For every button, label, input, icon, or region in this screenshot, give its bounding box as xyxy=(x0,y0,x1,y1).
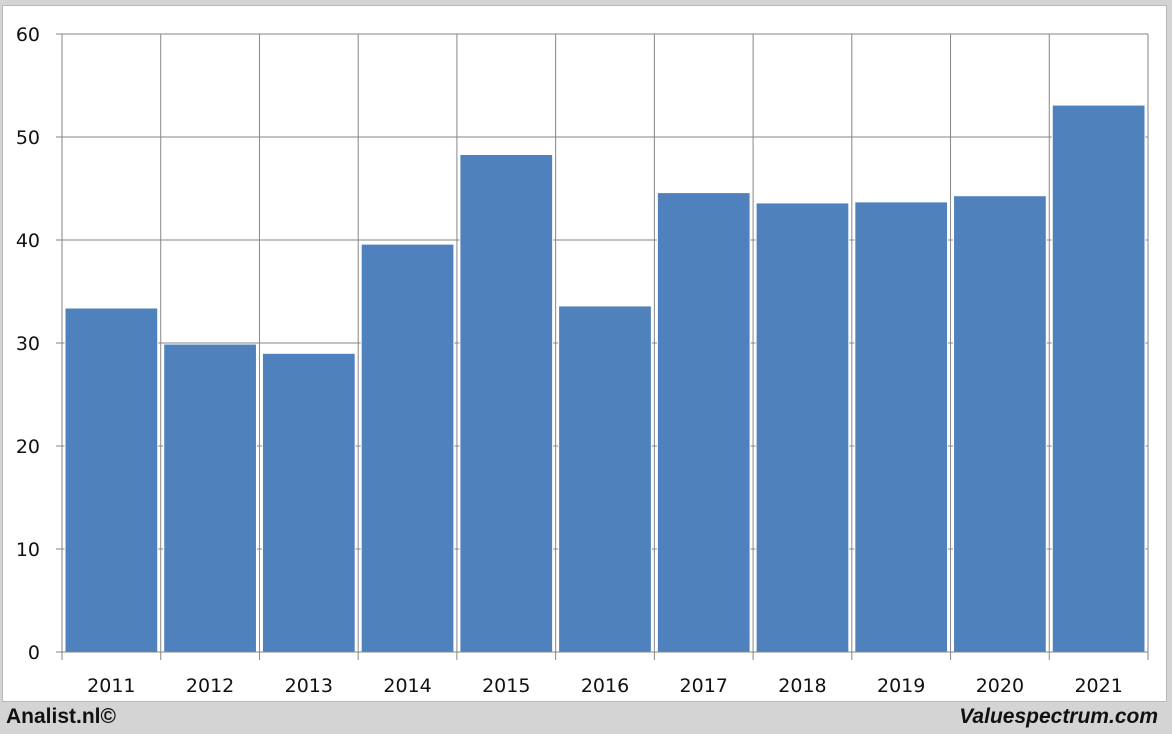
x-tick-label: 2021 xyxy=(1074,675,1122,697)
bar-2021 xyxy=(1051,104,1146,653)
bar-2016 xyxy=(558,305,652,653)
x-tick-label: 2014 xyxy=(383,675,431,697)
footer-right-credit: Valuespectrum.com xyxy=(959,705,1158,728)
x-tick-label: 2011 xyxy=(87,675,135,697)
bars xyxy=(64,104,1146,653)
bar-2015 xyxy=(459,154,554,653)
y-tick-label: 40 xyxy=(16,230,40,252)
y-tick-label: 10 xyxy=(16,539,40,561)
bar-2020 xyxy=(953,195,1047,653)
y-tick-label: 60 xyxy=(16,24,40,46)
bar-2019 xyxy=(854,201,949,653)
bar-2013 xyxy=(261,352,356,653)
bar-2017 xyxy=(656,192,751,653)
x-tick-label: 2015 xyxy=(482,675,530,697)
x-tick-label: 2017 xyxy=(680,675,728,697)
bar-2011 xyxy=(64,307,159,653)
bar-2018 xyxy=(755,202,850,653)
x-tick-labels: 2011 2012 2013 2014 2015 2016 2017 2018 2019 2020… xyxy=(87,675,1123,697)
x-tick-label: 2016 xyxy=(581,675,629,697)
y-tick-label: 50 xyxy=(16,127,40,149)
y-tick-labels: 0 10 20 30 40 50 60 xyxy=(16,24,40,664)
x-tick-label: 2019 xyxy=(877,675,925,697)
x-tick-label: 2018 xyxy=(778,675,826,697)
x-tick-label: 2012 xyxy=(186,675,234,697)
x-tick-label: 2013 xyxy=(285,675,333,697)
y-tick-label: 20 xyxy=(16,436,40,458)
bar-2014 xyxy=(360,243,455,653)
footer-left-credit: Analist.nl© xyxy=(6,705,116,728)
y-tick-label: 0 xyxy=(28,642,40,664)
axes xyxy=(56,33,1148,653)
x-tick-label: 2020 xyxy=(976,675,1024,697)
bar-2012 xyxy=(163,343,257,653)
y-tick-label: 30 xyxy=(16,333,40,355)
